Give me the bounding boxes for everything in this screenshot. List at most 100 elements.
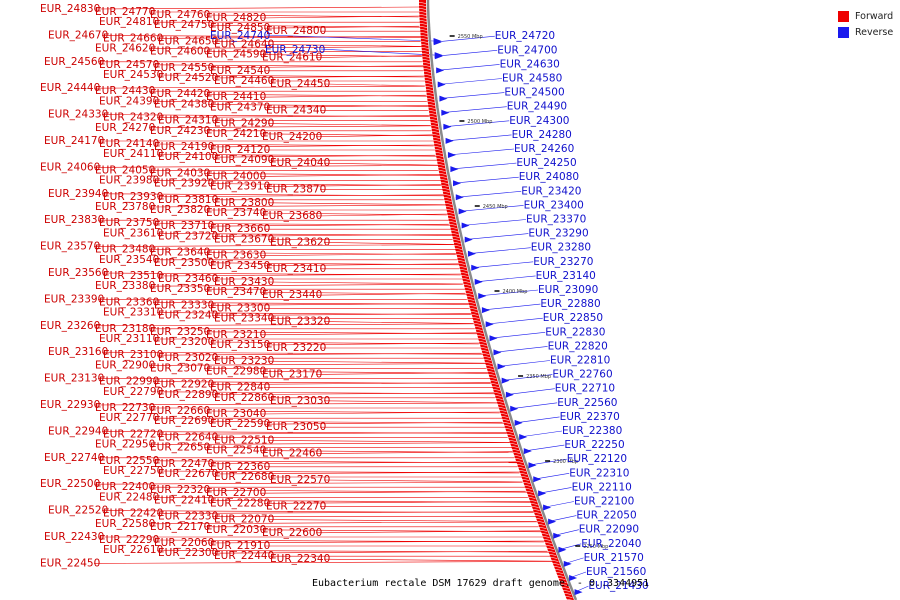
forward-leader (156, 432, 510, 435)
forward-gene (427, 109, 436, 112)
forward-gene (463, 286, 472, 289)
forward-gene (479, 346, 488, 349)
legend-forward-label: Forward (855, 10, 894, 22)
forward-gene-label: EUR_23380 (95, 280, 155, 292)
forward-gene (559, 583, 568, 586)
reverse-gene-label: EUR_23400 (524, 199, 584, 211)
forward-gene (420, 52, 430, 55)
forward-gene (491, 385, 500, 388)
forward-gene (473, 325, 482, 328)
forward-leader (93, 6, 421, 10)
forward-gene (552, 565, 561, 568)
forward-gene (553, 568, 563, 571)
forward-gene (465, 295, 474, 298)
reverse-gene (497, 363, 506, 370)
forward-leader (156, 352, 485, 356)
forward-leader (323, 321, 476, 324)
forward-gene-label: EUR_22980 (206, 365, 266, 377)
reverse-gene (543, 504, 552, 511)
forward-gene (432, 139, 441, 142)
reverse-gene (439, 95, 448, 102)
forward-gene (547, 550, 556, 553)
forward-gene-label: EUR_24000 (206, 170, 266, 182)
forward-gene-label: EUR_23720 (158, 230, 218, 242)
reverse-gene (558, 546, 567, 553)
forward-gene-label: EUR_22940 (48, 425, 108, 437)
forward-gene (418, 7, 427, 10)
forward-gene (486, 370, 495, 373)
forward-gene (435, 157, 444, 160)
marker-label: 2450 Mbp (483, 204, 508, 210)
reverse-gene-label: EUR_24490 (507, 101, 567, 113)
forward-gene-label: EUR_22450 (40, 557, 100, 569)
forward-gene (419, 34, 428, 37)
forward-gene (507, 436, 516, 439)
forward-leader (259, 174, 442, 177)
forward-leader (211, 75, 427, 79)
forward-gene (461, 277, 470, 280)
forward-gene-label: EUR_22930 (40, 399, 100, 411)
reverse-leader (452, 176, 519, 184)
forward-gene (434, 154, 444, 157)
forward-gene (472, 322, 482, 325)
forward-gene-label: EUR_24270 (95, 122, 155, 134)
forward-gene (439, 181, 449, 184)
forward-gene-label: EUR_23620 (270, 236, 330, 248)
forward-leader (93, 561, 555, 564)
forward-gene (503, 424, 512, 427)
reverse-gene (467, 250, 476, 257)
forward-leader (259, 490, 530, 494)
marker-label: 2400 Mbp (502, 289, 527, 295)
forward-gene-label: EUR_22670 (158, 468, 218, 480)
forward-gene (510, 445, 519, 448)
forward-gene-label: EUR_24060 (40, 161, 100, 173)
forward-gene-label: EUR_24810 (99, 16, 159, 28)
forward-gene-label: EUR_24040 (270, 157, 330, 169)
forward-gene-label: EUR_22420 (103, 508, 163, 520)
reverse-gene (505, 391, 514, 398)
reverse-gene-label: EUR_21560 (586, 566, 646, 578)
forward-gene-label: EUR_23320 (270, 316, 330, 328)
forward-gene (438, 172, 447, 175)
forward-gene (430, 130, 440, 133)
forward-leader (93, 402, 500, 406)
forward-gene (531, 508, 540, 511)
reverse-gene (523, 448, 532, 455)
forward-gene (423, 73, 432, 76)
forward-gene (501, 418, 510, 421)
forward-gene (426, 100, 435, 103)
forward-leader (93, 481, 527, 485)
forward-gene-label: EUR_23460 (158, 273, 218, 285)
forward-gene-label: EUR_24410 (206, 91, 266, 103)
forward-gene (468, 307, 477, 310)
forward-gene (433, 148, 442, 151)
reverse-gene-label: EUR_22820 (548, 340, 608, 352)
reverse-gene-label: EUR_23270 (533, 256, 593, 268)
forward-gene (522, 481, 531, 484)
forward-gene-label: EUR_23040 (206, 408, 266, 420)
forward-gene (444, 202, 453, 205)
reverse-leader (443, 120, 510, 128)
forward-leader (211, 154, 438, 158)
reverse-leader (493, 346, 548, 353)
forward-gene (447, 217, 456, 220)
forward-gene (518, 469, 527, 472)
forward-gene (538, 526, 547, 529)
forward-gene (540, 532, 549, 535)
forward-leader (93, 165, 440, 168)
forward-gene (480, 349, 489, 352)
forward-gene-label: EUR_23230 (214, 355, 274, 367)
forward-gene-label: EUR_23660 (210, 223, 270, 235)
forward-gene (525, 490, 534, 493)
forward-gene (445, 211, 455, 214)
forward-gene (429, 121, 438, 124)
reverse-gene (563, 560, 572, 567)
forward-gene (551, 562, 560, 565)
forward-gene-label: EUR_23980 (99, 175, 159, 187)
reverse-gene-label: EUR_22040 (581, 538, 641, 550)
forward-gene-label: EUR_24430 (95, 85, 155, 97)
forward-gene (453, 247, 463, 250)
forward-gene-label: EUR_23680 (262, 210, 322, 222)
